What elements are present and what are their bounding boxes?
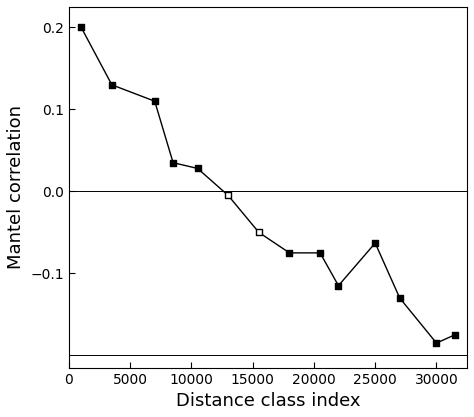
Point	[433, 340, 440, 347]
Point	[224, 192, 232, 199]
Point	[77, 24, 85, 31]
Point	[286, 249, 293, 256]
Point	[169, 159, 177, 166]
Point	[372, 240, 379, 246]
Point	[194, 165, 201, 172]
X-axis label: Distance class index: Distance class index	[176, 392, 360, 410]
Point	[108, 81, 116, 88]
Point	[451, 332, 459, 338]
Point	[151, 98, 158, 105]
Point	[255, 229, 263, 236]
Point	[396, 295, 403, 301]
Y-axis label: Mantel correlation: Mantel correlation	[7, 105, 25, 269]
Point	[316, 249, 324, 256]
Point	[335, 282, 342, 289]
